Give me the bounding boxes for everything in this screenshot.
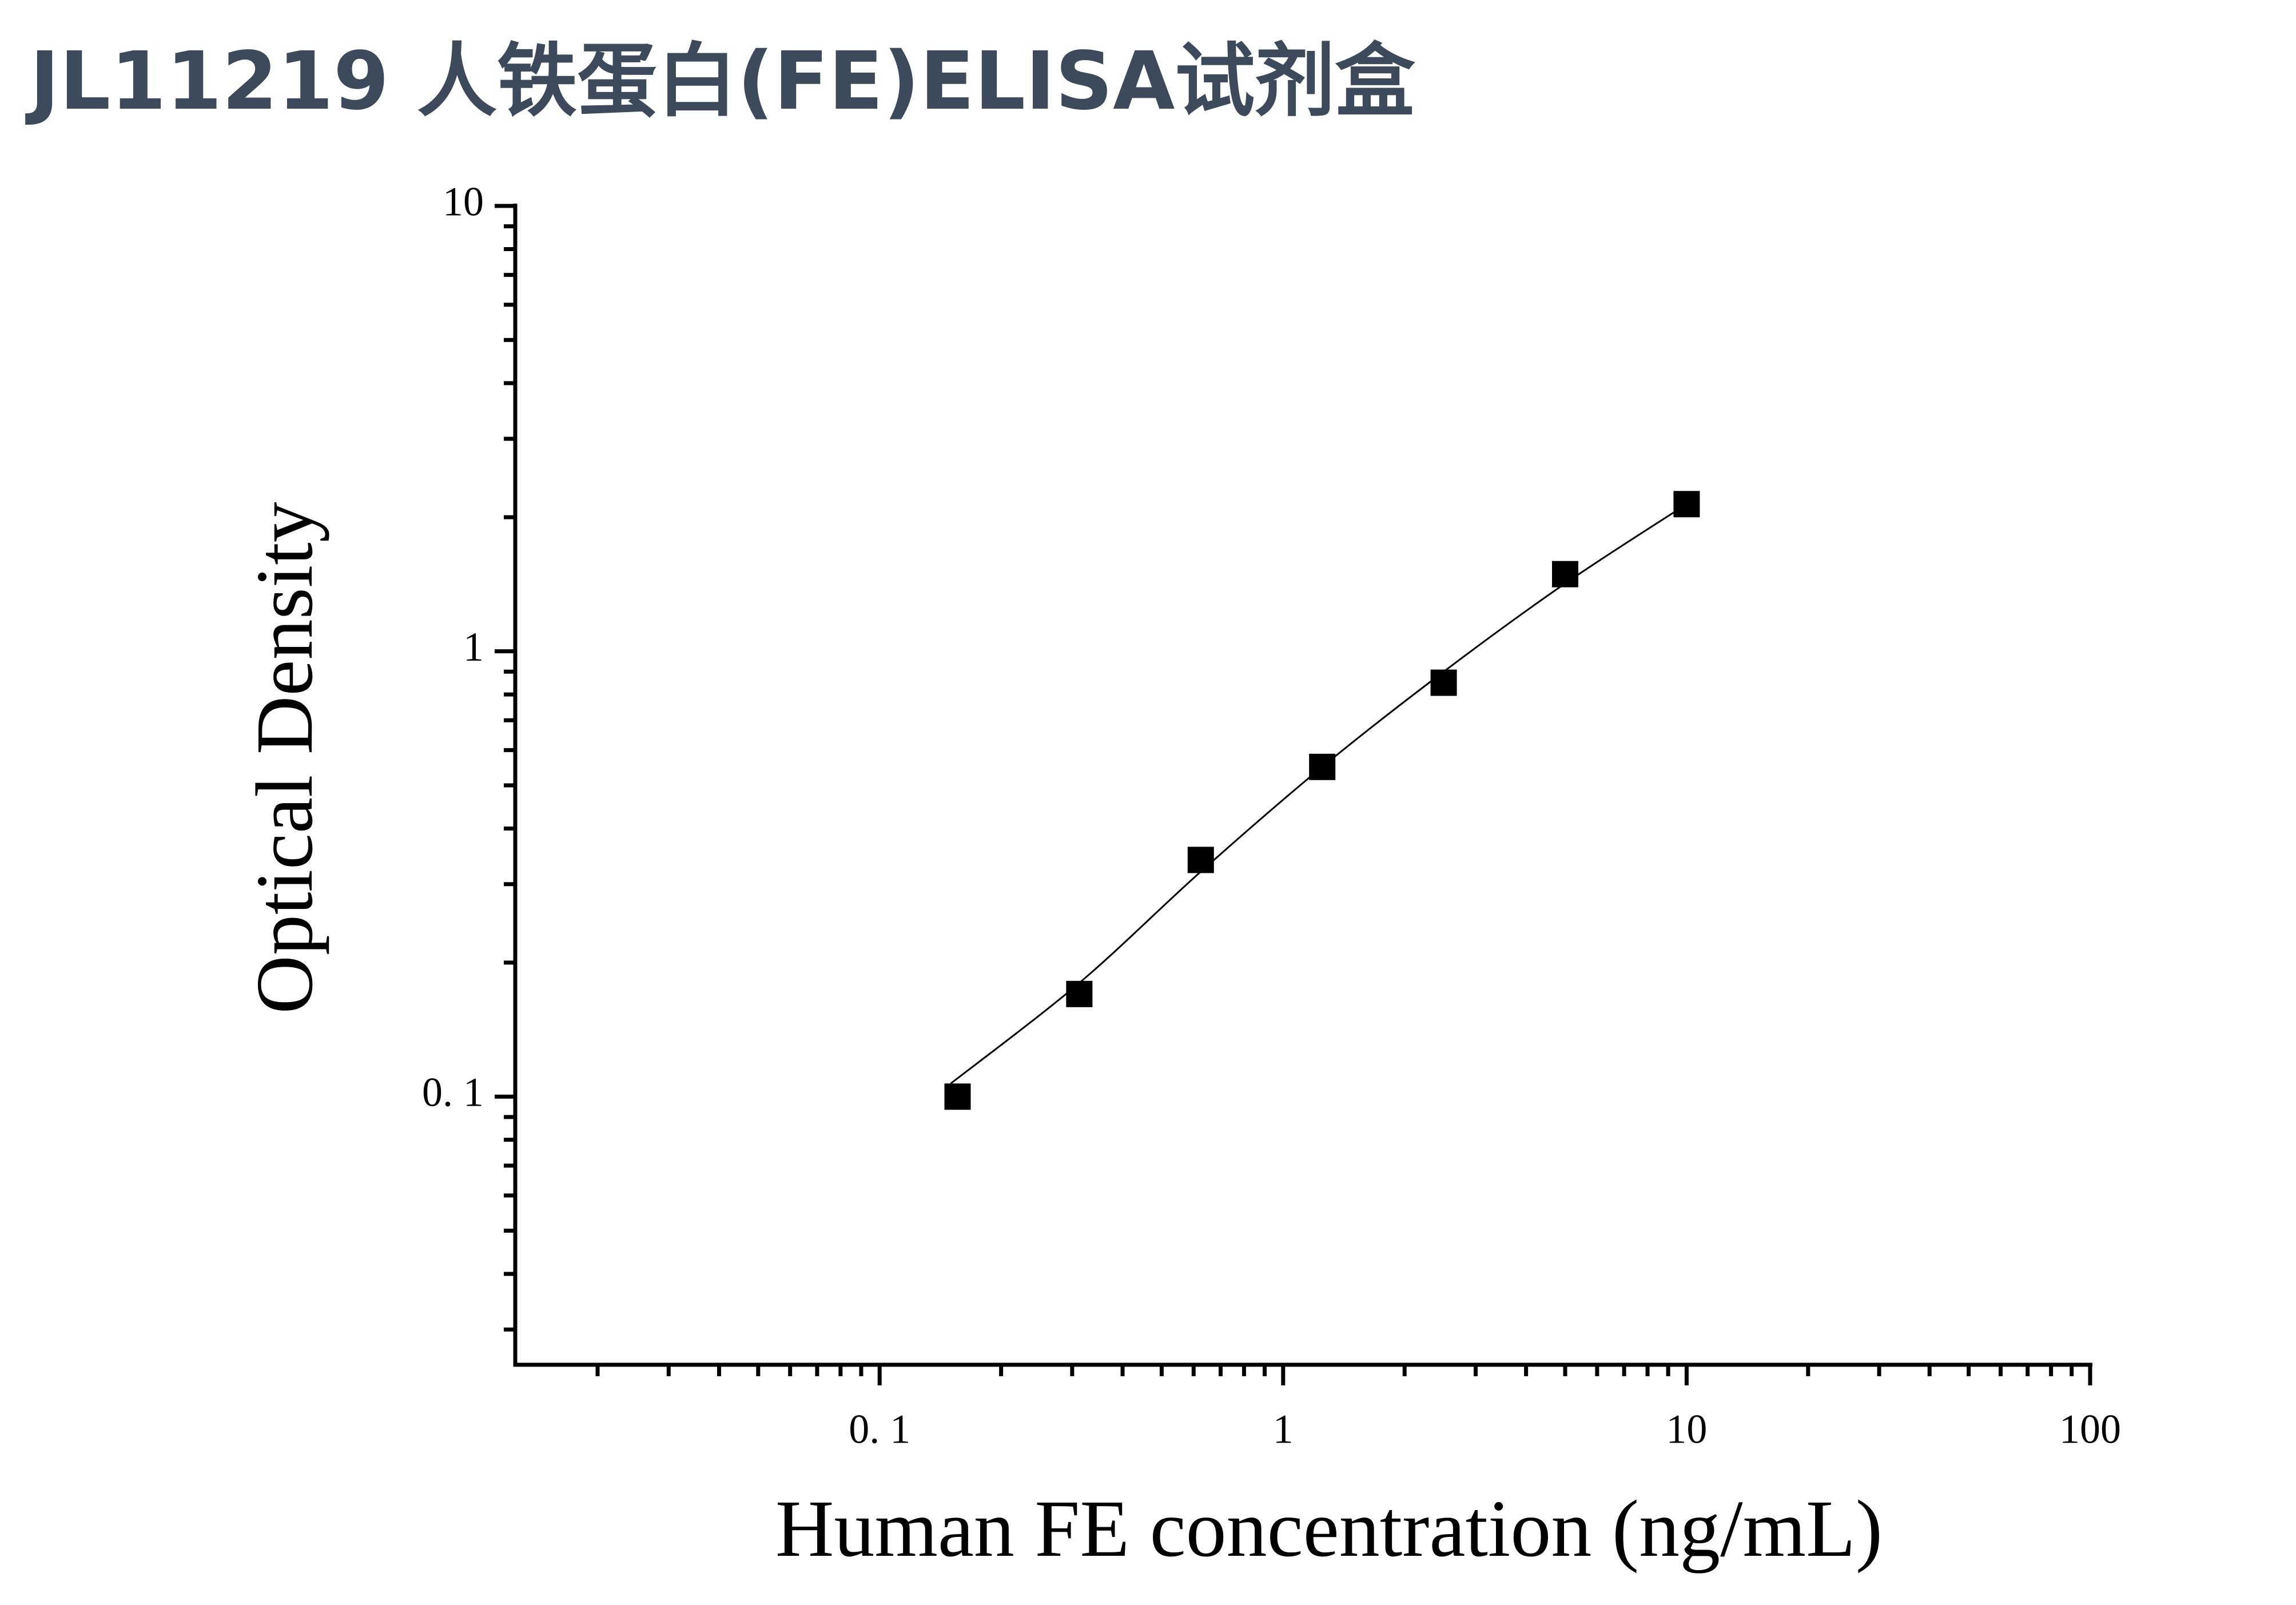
y-tick-label: 1 (463, 624, 484, 670)
y-tick-label: 10 (443, 179, 484, 225)
x-axis-label: Human FE concentration (ng/mL) (775, 1483, 1883, 1574)
fit-curve (950, 503, 1688, 1084)
chart-title: JL11219 人铁蛋白(FE)ELISA试剂盒 (25, 35, 1415, 128)
data-point (1552, 561, 1578, 587)
x-tick-label: 1 (1273, 1407, 1294, 1452)
data-point (1066, 980, 1093, 1007)
data-point (1673, 491, 1700, 518)
y-axis-label: Optical Density (239, 502, 329, 1014)
data-point (1309, 753, 1336, 780)
x-tick-label: 0. 1 (849, 1407, 910, 1452)
x-tick-label: 10 (1666, 1407, 1707, 1452)
data-point (1430, 669, 1457, 696)
y-tick-label: 0. 1 (422, 1070, 484, 1115)
data-point (944, 1083, 971, 1110)
x-tick-label: 100 (2059, 1407, 2121, 1452)
data-point (1187, 847, 1214, 873)
